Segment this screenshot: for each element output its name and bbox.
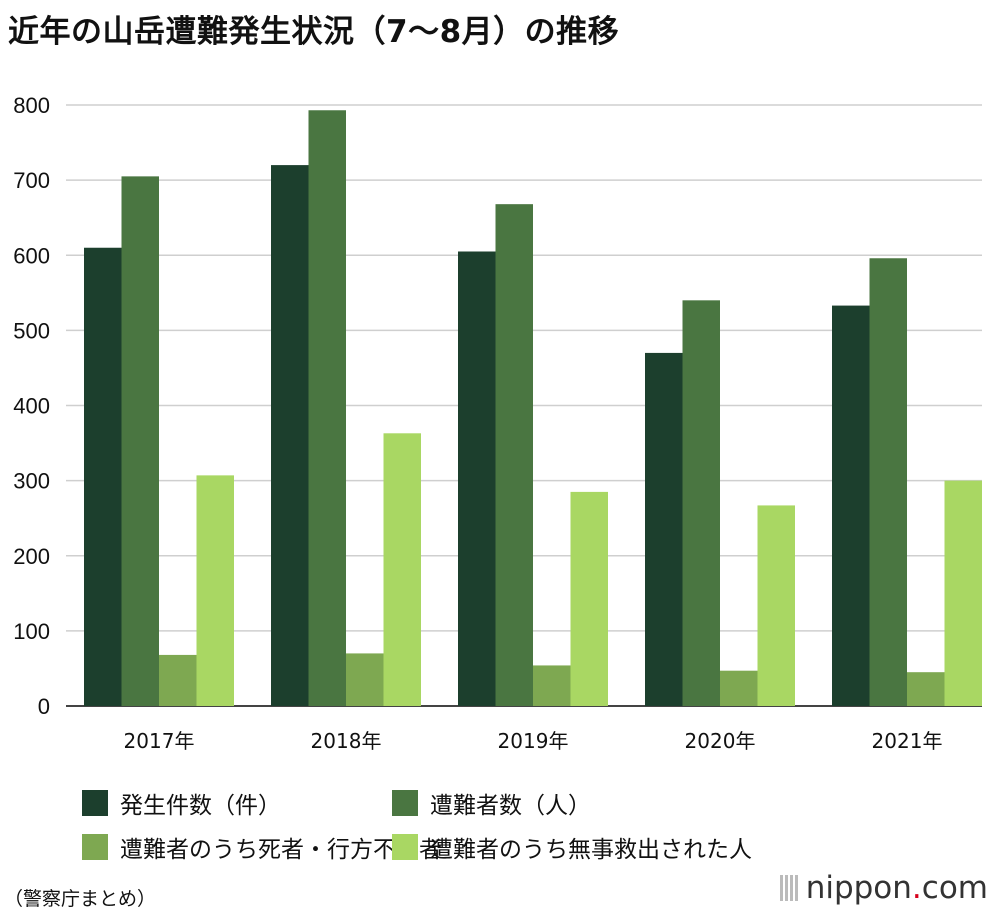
brand-logo: nippon. com: [779, 870, 988, 906]
y-tick-label: 0: [38, 694, 50, 719]
y-tick-label: 800: [13, 93, 50, 118]
y-tick-label: 100: [13, 619, 50, 644]
bar: [383, 433, 421, 706]
x-tick-label: 2018年: [311, 729, 382, 753]
legend-swatch: [392, 834, 418, 860]
bar: [570, 491, 608, 706]
legend-item-incidents: 発生件数（件）: [82, 786, 392, 820]
bar: [271, 165, 309, 707]
y-tick-label: 400: [13, 394, 50, 419]
legend: 発生件数（件） 遭難者数（人） 遭難者のうち死者・行方不明者 遭難者のうち無事救…: [82, 786, 982, 864]
y-tick-labels: 0 100 200 300 400 500 600 700 800: [13, 93, 50, 719]
bar: [308, 110, 346, 707]
y-tick-label: 500: [13, 318, 50, 343]
bar: [907, 672, 945, 706]
y-tick-label: 700: [13, 168, 50, 193]
y-tick-label: 200: [13, 544, 50, 569]
brand-dot: .: [911, 870, 922, 906]
bar: [346, 653, 384, 706]
bar: [196, 475, 234, 706]
legend-swatch: [82, 834, 108, 860]
bar: [757, 505, 795, 706]
x-tick-label: 2019年: [498, 729, 569, 753]
bar: [121, 176, 159, 706]
bar: [869, 258, 907, 706]
x-tick-label: 2021年: [872, 729, 943, 753]
bars: [84, 110, 982, 707]
bar: [832, 305, 870, 706]
x-tick-labels: 2017年 2018年 2019年 2020年 2021年: [124, 729, 943, 753]
brand-prefix: nippon: [805, 870, 912, 906]
legend-swatch: [82, 790, 108, 816]
legend-label: 発生件数（件）: [120, 793, 281, 819]
chart-title: 近年の山岳遭難発生状況（7〜8月）の推移: [8, 14, 620, 50]
brand-suffix: com: [921, 870, 988, 906]
legend-label: 遭難者のうち死者・行方不明者: [120, 837, 442, 863]
x-tick-label: 2020年: [685, 729, 756, 753]
bar: [159, 654, 197, 706]
bar: [944, 480, 982, 706]
bar: [533, 665, 571, 706]
brand-stripes-icon: [779, 875, 798, 901]
legend-swatch: [392, 790, 418, 816]
bar: [645, 352, 683, 706]
legend-label: 遭難者のうち無事救出された人: [430, 837, 752, 863]
legend-item-victims: 遭難者数（人）: [392, 786, 912, 820]
x-tick-label: 2017年: [124, 729, 195, 753]
bar: [84, 247, 122, 707]
y-tick-label: 600: [13, 243, 50, 268]
bar-chart: 0 100 200 300 400 500 600 700 800 2017年 2018年 2019…: [13, 93, 982, 753]
legend-label: 遭難者数（人）: [430, 793, 591, 819]
bar: [495, 204, 533, 707]
bar: [720, 670, 758, 706]
legend-item-rescued: 遭難者のうち無事救出された人: [392, 830, 912, 864]
bar: [682, 300, 720, 706]
legend-item-dead-missing: 遭難者のうち死者・行方不明者: [82, 830, 442, 864]
y-tick-label: 300: [13, 469, 50, 494]
bar: [458, 251, 496, 706]
source-note: （警察庁まとめ）: [4, 888, 157, 910]
